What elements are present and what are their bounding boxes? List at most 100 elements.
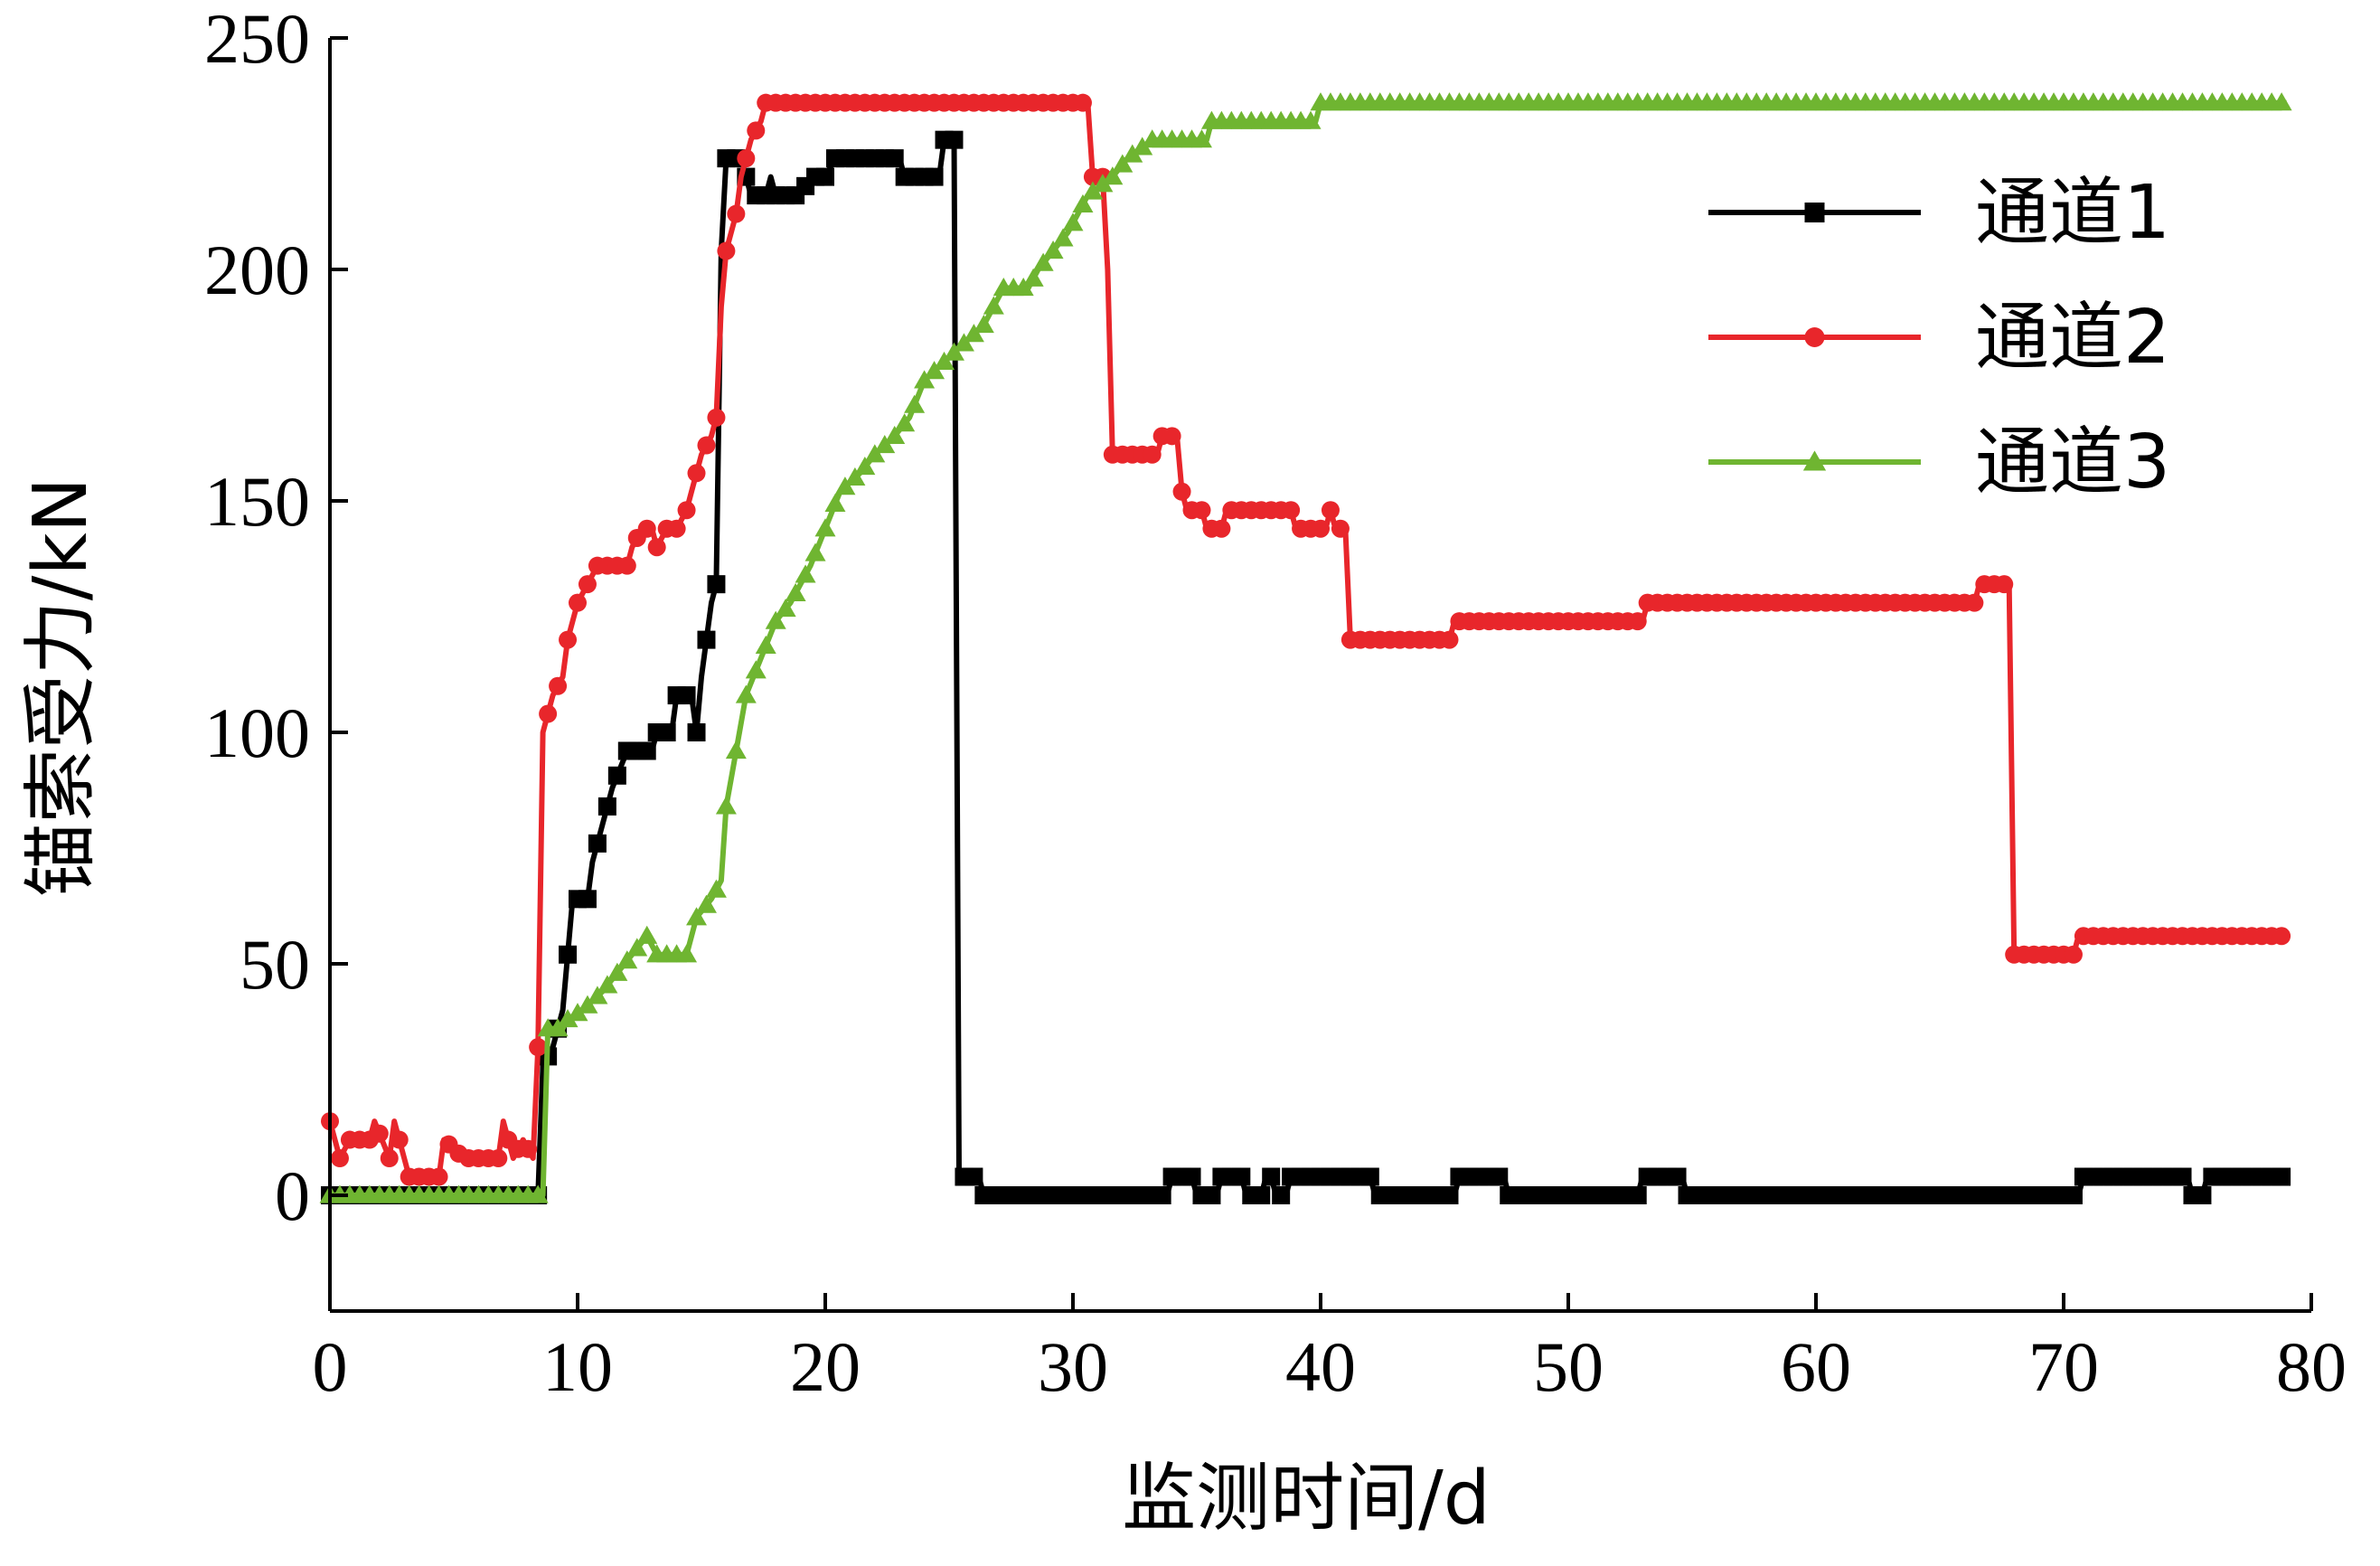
series-1-point <box>2272 1167 2291 1186</box>
series-3-point <box>884 425 906 444</box>
series-3-point <box>1092 174 1114 193</box>
series-3-point <box>686 907 708 926</box>
series-2-point <box>330 1149 349 1168</box>
series-3-point <box>1122 144 1143 163</box>
series-3-point <box>874 435 896 454</box>
series-3-point <box>1072 193 1094 212</box>
series-3-point <box>1032 252 1054 271</box>
series-3-point <box>597 975 618 994</box>
series-3-point <box>983 296 1004 315</box>
series-3-point <box>924 361 945 380</box>
series-2-point <box>667 519 686 538</box>
series-3-point <box>547 1018 569 1037</box>
series-1-point <box>945 130 964 149</box>
series-3-point <box>1022 268 1044 287</box>
series-2-point <box>1995 575 2014 594</box>
series-1-point <box>885 149 904 168</box>
series-2-point <box>529 1038 548 1057</box>
series-1-point <box>677 686 696 705</box>
series-3-point <box>2271 92 2292 111</box>
series-1-point <box>925 167 944 186</box>
series-3-point <box>1300 110 1322 129</box>
legend: 通道1 通道2 通道3 <box>1708 170 2170 505</box>
series-2-point <box>1073 93 1092 112</box>
series-2-point <box>637 519 656 538</box>
x-tick-label: 80 <box>2276 1327 2347 1406</box>
series-3-point <box>577 995 598 1014</box>
series-3-point <box>616 950 638 969</box>
series-1-point <box>687 723 706 741</box>
x-axis-title: 监测时间/d <box>1122 1456 1491 1542</box>
series-2-point <box>578 575 597 594</box>
series-1-point <box>2193 1186 2212 1204</box>
series-2-point <box>677 501 696 520</box>
series-2-point <box>519 1139 538 1158</box>
x-tick-label: 20 <box>790 1327 861 1406</box>
series-3-point <box>844 467 866 486</box>
series-2-point <box>380 1149 399 1168</box>
series-2-point <box>727 204 746 223</box>
series-3-point <box>934 351 955 371</box>
series-1-point <box>1490 1167 1509 1186</box>
series-1-point <box>1668 1167 1687 1186</box>
legend-item-3: 通道3 <box>1708 420 2170 505</box>
series-2-point <box>617 556 636 575</box>
y-tick-label: 200 <box>204 231 310 309</box>
series-2-point <box>717 241 736 260</box>
series-1-point <box>607 766 626 785</box>
series-3-point <box>587 986 608 1005</box>
series-3-point <box>1132 137 1153 156</box>
series-1-point <box>697 630 716 649</box>
series-2-point <box>569 593 587 612</box>
legend-marker <box>1804 203 1825 222</box>
y-tick-label: 0 <box>275 1156 310 1235</box>
series-1-point <box>657 723 676 741</box>
series-3-point <box>695 894 717 913</box>
series-1-point <box>1202 1186 1221 1204</box>
series-3-point <box>824 493 846 513</box>
series-2-point <box>429 1167 448 1186</box>
series-3-point <box>567 1003 588 1022</box>
legend-marker <box>1804 327 1825 347</box>
series-2 <box>321 93 2291 1186</box>
series-1 <box>321 130 2291 1204</box>
y-tick-label: 150 <box>204 462 310 541</box>
series-3-point <box>725 740 747 759</box>
series-2-point <box>1440 630 1459 649</box>
series-2-point <box>390 1130 409 1149</box>
series-3-point <box>1112 154 1134 173</box>
x-tick-label: 70 <box>2028 1327 2099 1406</box>
series-3-point <box>973 314 994 334</box>
series-3-point <box>626 938 648 957</box>
legend-marker <box>1802 450 1827 471</box>
series-3-point <box>607 962 628 981</box>
series-1-point <box>588 834 607 853</box>
series-1-point <box>1252 1186 1271 1204</box>
series-3-point <box>1042 241 1064 259</box>
series-2-line <box>327 99 2287 1180</box>
series-3-point <box>854 456 876 476</box>
series-1-point <box>1232 1167 1251 1186</box>
series-2-point <box>1162 427 1181 446</box>
series-3-point <box>527 1184 549 1203</box>
series-2-point <box>1143 445 1162 464</box>
series-3-point <box>943 342 964 361</box>
series-3-point <box>1190 129 1212 148</box>
series-3-point <box>1102 166 1124 185</box>
series-3-point <box>953 333 974 352</box>
y-axis-title: 锚索受力/kN <box>18 477 104 897</box>
series-1-point <box>1440 1186 1459 1204</box>
series-3-point <box>745 660 767 679</box>
series-3-point <box>755 635 776 655</box>
legend-item-1: 通道1 <box>1708 170 2170 256</box>
series-1-point <box>1182 1167 1201 1186</box>
x-tick-label: 0 <box>313 1327 348 1406</box>
series-2-point <box>647 538 666 557</box>
series-2-point <box>737 149 756 168</box>
series-2-point <box>549 676 568 695</box>
y-tick-label: 250 <box>204 0 310 78</box>
x-tick-label: 50 <box>1533 1327 1604 1406</box>
series-2-point <box>1192 501 1211 520</box>
series-2-point <box>1965 593 1984 612</box>
series-3-point <box>765 610 786 629</box>
